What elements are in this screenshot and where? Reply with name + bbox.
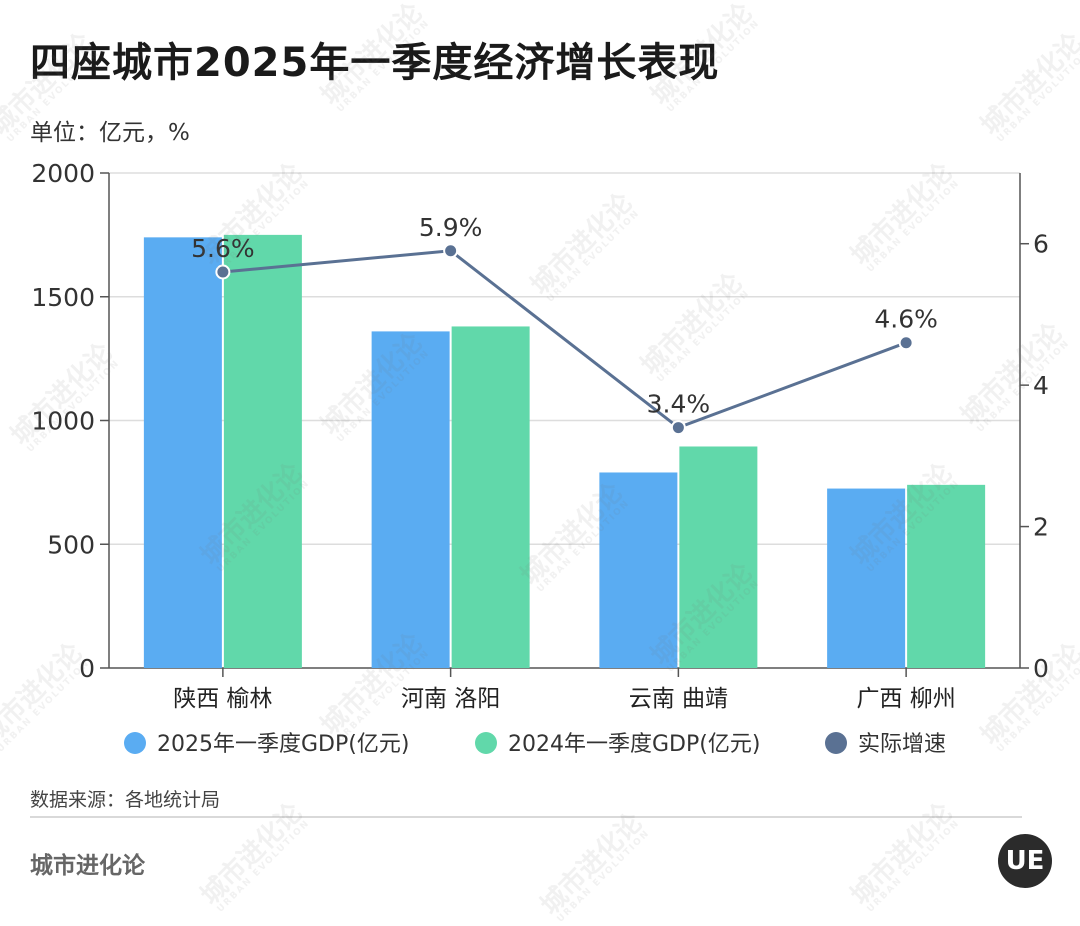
left-axis-tick-label: 0 [79, 654, 95, 683]
chart-title: 四座城市2025年一季度经济增长表现 [30, 40, 720, 86]
bar-gdp-2025 [827, 488, 906, 668]
growth-data-label: 3.4% [647, 390, 711, 419]
divider [30, 816, 1022, 818]
legend-label: 实际增速 [858, 732, 946, 757]
watermark-subtext: URBAN EVOLUTION [555, 827, 653, 925]
legend-marker [475, 732, 497, 754]
x-axis-category-label: 陕西 榆林 [173, 686, 272, 712]
bar-gdp-2024 [223, 234, 302, 668]
legend-label: 2024年一季度GDP(亿元) [508, 732, 760, 757]
growth-point [215, 264, 231, 280]
x-axis-category-label: 云南 曲靖 [629, 686, 728, 712]
growth-data-label: 4.6% [874, 305, 938, 334]
bar-gdp-2024 [679, 446, 758, 668]
left-axis-tick-label: 2000 [31, 159, 95, 188]
left-axis-tick-label: 1000 [31, 407, 95, 436]
right-axis-tick-label: 4 [1033, 371, 1049, 400]
growth-point [898, 335, 914, 351]
x-axis-category-label: 河南 洛阳 [401, 686, 500, 712]
legend-label: 2025年一季度GDP(亿元) [157, 732, 409, 757]
chart-canvas: 0 500 1000 1500 2000 0 2 4 6 陕西 榆林 河南 洛阳 云南 曲靖 广西 柳州… [31, 159, 1049, 757]
brand-name: 城市进化论 [30, 853, 145, 879]
bar-gdp-2025 [143, 237, 222, 668]
bar-gdp-2024 [451, 326, 530, 668]
left-axis-tick-label: 500 [47, 530, 95, 559]
legend-marker [825, 732, 847, 754]
growth-data-label: 5.6% [191, 234, 255, 263]
legend-marker [124, 732, 146, 754]
brand-logo: UE [998, 834, 1052, 888]
growth-point [670, 420, 686, 436]
watermark-subtext: URBAN EVOLUTION [215, 817, 313, 915]
growth-point [443, 243, 459, 259]
bar-gdp-2024 [907, 484, 986, 668]
bar-gdp-2025 [599, 472, 678, 668]
watermark-text: 城市进化论 [535, 807, 649, 921]
right-axis-tick-label: 6 [1033, 230, 1049, 259]
watermark-text: 城市进化论 [195, 797, 309, 911]
growth-line [222, 249, 907, 430]
unit-label: 单位：亿元，% [30, 120, 190, 146]
right-axis-tick-label: 2 [1033, 513, 1049, 542]
source-label: 数据来源：各地统计局 [30, 789, 221, 811]
growth-data-label: 5.9% [419, 213, 483, 242]
left-axis-tick-label: 1500 [31, 283, 95, 312]
watermark-text: 城市进化论 [845, 797, 959, 911]
x-axis-category-label: 广西 柳州 [856, 686, 955, 712]
bar-gdp-2025 [371, 331, 450, 668]
right-axis-tick-label: 0 [1033, 654, 1049, 683]
watermark-subtext: URBAN EVOLUTION [865, 817, 963, 915]
